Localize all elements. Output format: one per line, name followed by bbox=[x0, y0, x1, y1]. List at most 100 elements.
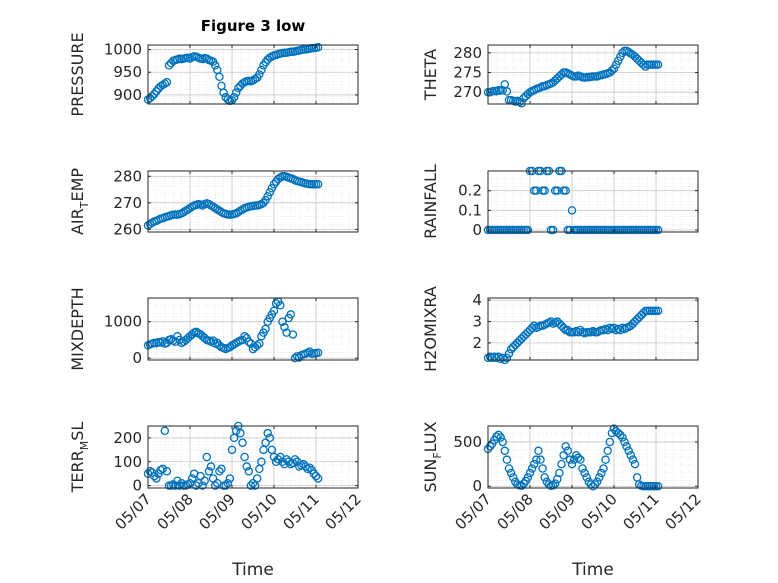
subplot-mixdepth: 0 1000 MIXDEPTH bbox=[68, 287, 359, 371]
data-point bbox=[576, 455, 585, 464]
data-point bbox=[278, 317, 287, 326]
data-point bbox=[267, 183, 277, 193]
y-axis-label: AIRTEMP bbox=[68, 168, 91, 235]
data-point bbox=[504, 349, 514, 358]
data-point bbox=[221, 481, 230, 490]
data-point bbox=[536, 455, 545, 464]
data-point bbox=[607, 428, 617, 438]
data-point bbox=[280, 459, 289, 469]
data-point bbox=[630, 459, 640, 469]
data-point bbox=[187, 474, 197, 483]
y-tick-label: 0.2 bbox=[458, 182, 482, 200]
data-point bbox=[498, 85, 507, 95]
data-point bbox=[632, 315, 642, 324]
y-tick-label: 950 bbox=[113, 63, 142, 81]
data-point bbox=[215, 467, 224, 476]
data-point bbox=[511, 340, 520, 350]
data-point bbox=[519, 479, 528, 488]
y-tick-label: 0.1 bbox=[458, 201, 482, 219]
data-point bbox=[257, 65, 266, 75]
data-point bbox=[620, 437, 629, 447]
y-axis-label: THETA bbox=[421, 49, 440, 101]
data-point bbox=[269, 180, 279, 189]
data-point bbox=[504, 464, 514, 473]
data-point bbox=[653, 60, 663, 69]
data-point bbox=[231, 88, 241, 97]
data-point bbox=[309, 469, 319, 478]
data-point bbox=[553, 186, 562, 195]
data-point bbox=[238, 438, 247, 447]
y-tick-label: 1000 bbox=[104, 41, 142, 59]
data-point bbox=[553, 317, 562, 326]
data-point bbox=[580, 468, 589, 478]
data-point bbox=[622, 442, 631, 451]
data-point bbox=[550, 479, 560, 488]
y-tick-label: 260 bbox=[113, 220, 142, 238]
data-point bbox=[313, 43, 323, 52]
y-axis-label: H2OMIXRA bbox=[421, 286, 440, 372]
data-point bbox=[280, 322, 289, 332]
data-point bbox=[517, 481, 526, 491]
data-point bbox=[540, 473, 549, 482]
data-point bbox=[616, 430, 625, 440]
data-point bbox=[288, 330, 298, 339]
data-point bbox=[248, 76, 258, 85]
subplot-h2omixra: 2 3 4 H2OMIXRA bbox=[421, 286, 699, 372]
data-point bbox=[198, 481, 207, 490]
data-point bbox=[563, 446, 573, 456]
data-point bbox=[200, 333, 209, 343]
data-point bbox=[202, 452, 212, 462]
y-tick-label: 4 bbox=[472, 291, 482, 309]
data-point bbox=[574, 453, 583, 463]
data-point bbox=[618, 433, 627, 442]
data-point bbox=[555, 468, 564, 478]
data-point bbox=[561, 442, 570, 451]
data-point bbox=[313, 180, 323, 189]
data-point bbox=[240, 452, 249, 462]
y-tick-label: 270 bbox=[113, 194, 142, 212]
data-point bbox=[624, 47, 633, 57]
data-point bbox=[192, 481, 201, 490]
data-point bbox=[265, 187, 275, 197]
data-point bbox=[265, 433, 275, 443]
data-point bbox=[557, 70, 566, 79]
data-point bbox=[219, 88, 228, 97]
data-point bbox=[152, 474, 161, 483]
data-point bbox=[217, 464, 226, 474]
data-point bbox=[582, 473, 591, 482]
data-point bbox=[506, 468, 516, 478]
data-point bbox=[250, 74, 260, 84]
data-point bbox=[286, 310, 296, 319]
data-point bbox=[276, 173, 285, 182]
data-point bbox=[569, 455, 579, 464]
data-point bbox=[534, 446, 543, 456]
data-point bbox=[255, 339, 264, 348]
data-point bbox=[618, 48, 627, 58]
y-tick-label: 900 bbox=[113, 86, 142, 104]
data-point bbox=[305, 347, 314, 356]
data-point bbox=[529, 459, 539, 469]
data-point bbox=[519, 332, 528, 341]
data-point bbox=[508, 342, 518, 352]
data-point bbox=[500, 446, 510, 456]
axes-box bbox=[147, 44, 359, 105]
data-point bbox=[559, 450, 568, 460]
x-axis-label: Time bbox=[231, 560, 274, 580]
data-point bbox=[299, 459, 308, 469]
data-point bbox=[628, 319, 638, 328]
data-point bbox=[227, 445, 237, 455]
data-point bbox=[653, 306, 663, 316]
data-point bbox=[183, 205, 193, 214]
data-point bbox=[494, 430, 503, 440]
data-point bbox=[523, 225, 533, 235]
data-point bbox=[555, 319, 564, 328]
y-tick-label: 100 bbox=[113, 453, 142, 471]
data-point bbox=[506, 345, 516, 354]
data-point bbox=[508, 473, 518, 482]
data-point bbox=[269, 452, 279, 462]
data-point bbox=[517, 334, 526, 343]
data-point bbox=[150, 471, 159, 481]
data-point bbox=[244, 337, 254, 347]
data-point bbox=[492, 432, 501, 441]
